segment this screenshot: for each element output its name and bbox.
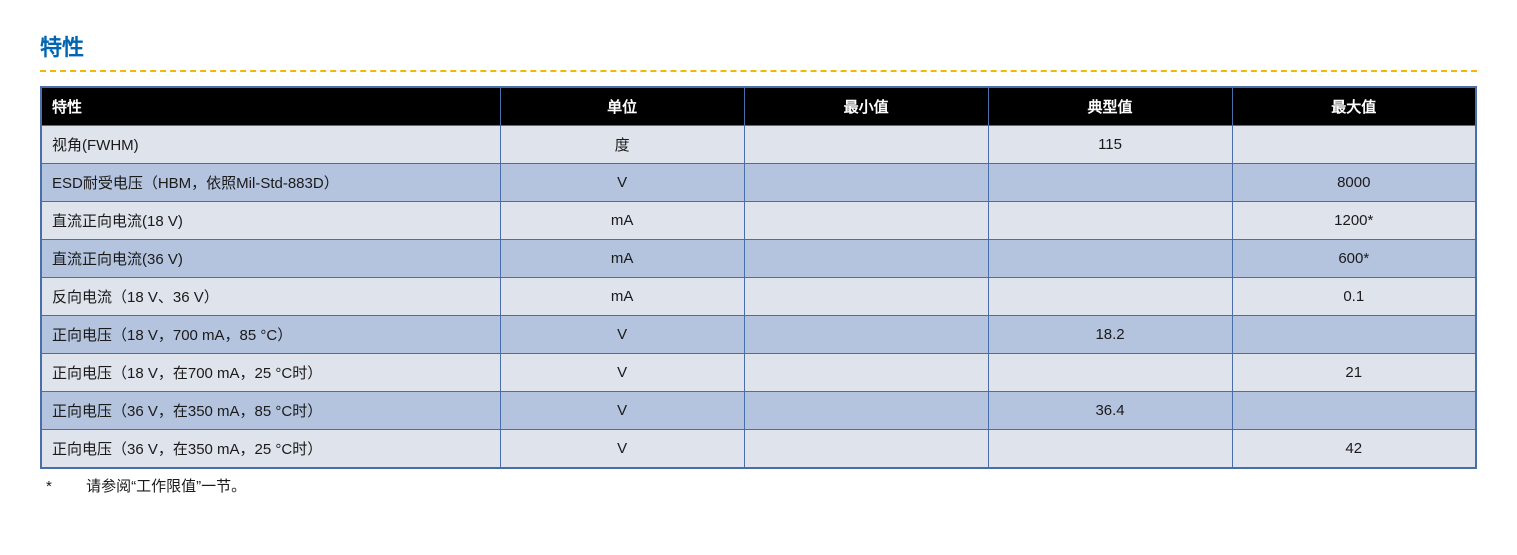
cell-max: 42 <box>1232 430 1476 469</box>
cell-min <box>744 240 988 278</box>
cell-min <box>744 202 988 240</box>
cell-typ <box>988 202 1232 240</box>
table-row: 视角(FWHM) 度 115 <box>41 126 1476 164</box>
table-header-row: 特性 单位 最小值 典型值 最大值 <box>41 87 1476 126</box>
cell-max: 600* <box>1232 240 1476 278</box>
footnote-marker: * <box>46 478 82 495</box>
cell-min <box>744 126 988 164</box>
table-row: 正向电压（18 V，在700 mA，25 °C时） V 21 <box>41 354 1476 392</box>
cell-min <box>744 278 988 316</box>
footnote-text: 请参阅“工作限值”一节。 <box>86 478 246 495</box>
col-header-typ: 典型值 <box>988 87 1232 126</box>
table-row: 正向电压（36 V，在350 mA，85 °C时） V 36.4 <box>41 392 1476 430</box>
cell-characteristic: 正向电压（36 V，在350 mA，85 °C时） <box>41 392 500 430</box>
cell-max: 21 <box>1232 354 1476 392</box>
cell-characteristic: 正向电压（36 V，在350 mA，25 °C时） <box>41 430 500 469</box>
cell-typ <box>988 354 1232 392</box>
cell-unit: mA <box>500 202 744 240</box>
cell-unit: mA <box>500 278 744 316</box>
cell-unit: V <box>500 316 744 354</box>
cell-unit: V <box>500 430 744 469</box>
cell-max <box>1232 316 1476 354</box>
cell-unit: mA <box>500 240 744 278</box>
cell-min <box>744 430 988 469</box>
table-row: 正向电压（18 V，700 mA，85 °C） V 18.2 <box>41 316 1476 354</box>
footnote: * 请参阅“工作限值”一节。 <box>40 475 1477 496</box>
cell-max <box>1232 126 1476 164</box>
characteristics-table: 特性 单位 最小值 典型值 最大值 视角(FWHM) 度 115 ESD耐受电压… <box>40 86 1477 469</box>
cell-min <box>744 316 988 354</box>
cell-unit: 度 <box>500 126 744 164</box>
col-header-characteristic: 特性 <box>41 87 500 126</box>
cell-max: 8000 <box>1232 164 1476 202</box>
table-row: 正向电压（36 V，在350 mA，25 °C时） V 42 <box>41 430 1476 469</box>
cell-typ <box>988 164 1232 202</box>
cell-typ: 115 <box>988 126 1232 164</box>
col-header-max: 最大值 <box>1232 87 1476 126</box>
table-row: 直流正向电流(18 V) mA 1200* <box>41 202 1476 240</box>
cell-max <box>1232 392 1476 430</box>
table-row: 反向电流（18 V、36 V） mA 0.1 <box>41 278 1476 316</box>
cell-characteristic: 反向电流（18 V、36 V） <box>41 278 500 316</box>
cell-characteristic: 正向电压（18 V，700 mA，85 °C） <box>41 316 500 354</box>
cell-min <box>744 354 988 392</box>
cell-typ <box>988 278 1232 316</box>
table-row: ESD耐受电压（HBM，依照Mil-Std-883D） V 8000 <box>41 164 1476 202</box>
col-header-unit: 单位 <box>500 87 744 126</box>
col-header-min: 最小值 <box>744 87 988 126</box>
cell-typ <box>988 430 1232 469</box>
cell-typ <box>988 240 1232 278</box>
cell-typ: 36.4 <box>988 392 1232 430</box>
table-body: 视角(FWHM) 度 115 ESD耐受电压（HBM，依照Mil-Std-883… <box>41 126 1476 469</box>
section-title: 特性 <box>40 30 1477 62</box>
cell-unit: V <box>500 164 744 202</box>
cell-unit: V <box>500 392 744 430</box>
cell-unit: V <box>500 354 744 392</box>
section-divider <box>40 70 1477 72</box>
cell-characteristic: 视角(FWHM) <box>41 126 500 164</box>
cell-max: 0.1 <box>1232 278 1476 316</box>
cell-characteristic: 直流正向电流(36 V) <box>41 240 500 278</box>
table-row: 直流正向电流(36 V) mA 600* <box>41 240 1476 278</box>
cell-characteristic: ESD耐受电压（HBM，依照Mil-Std-883D） <box>41 164 500 202</box>
cell-characteristic: 正向电压（18 V，在700 mA，25 °C时） <box>41 354 500 392</box>
cell-typ: 18.2 <box>988 316 1232 354</box>
cell-min <box>744 392 988 430</box>
cell-min <box>744 164 988 202</box>
cell-max: 1200* <box>1232 202 1476 240</box>
cell-characteristic: 直流正向电流(18 V) <box>41 202 500 240</box>
